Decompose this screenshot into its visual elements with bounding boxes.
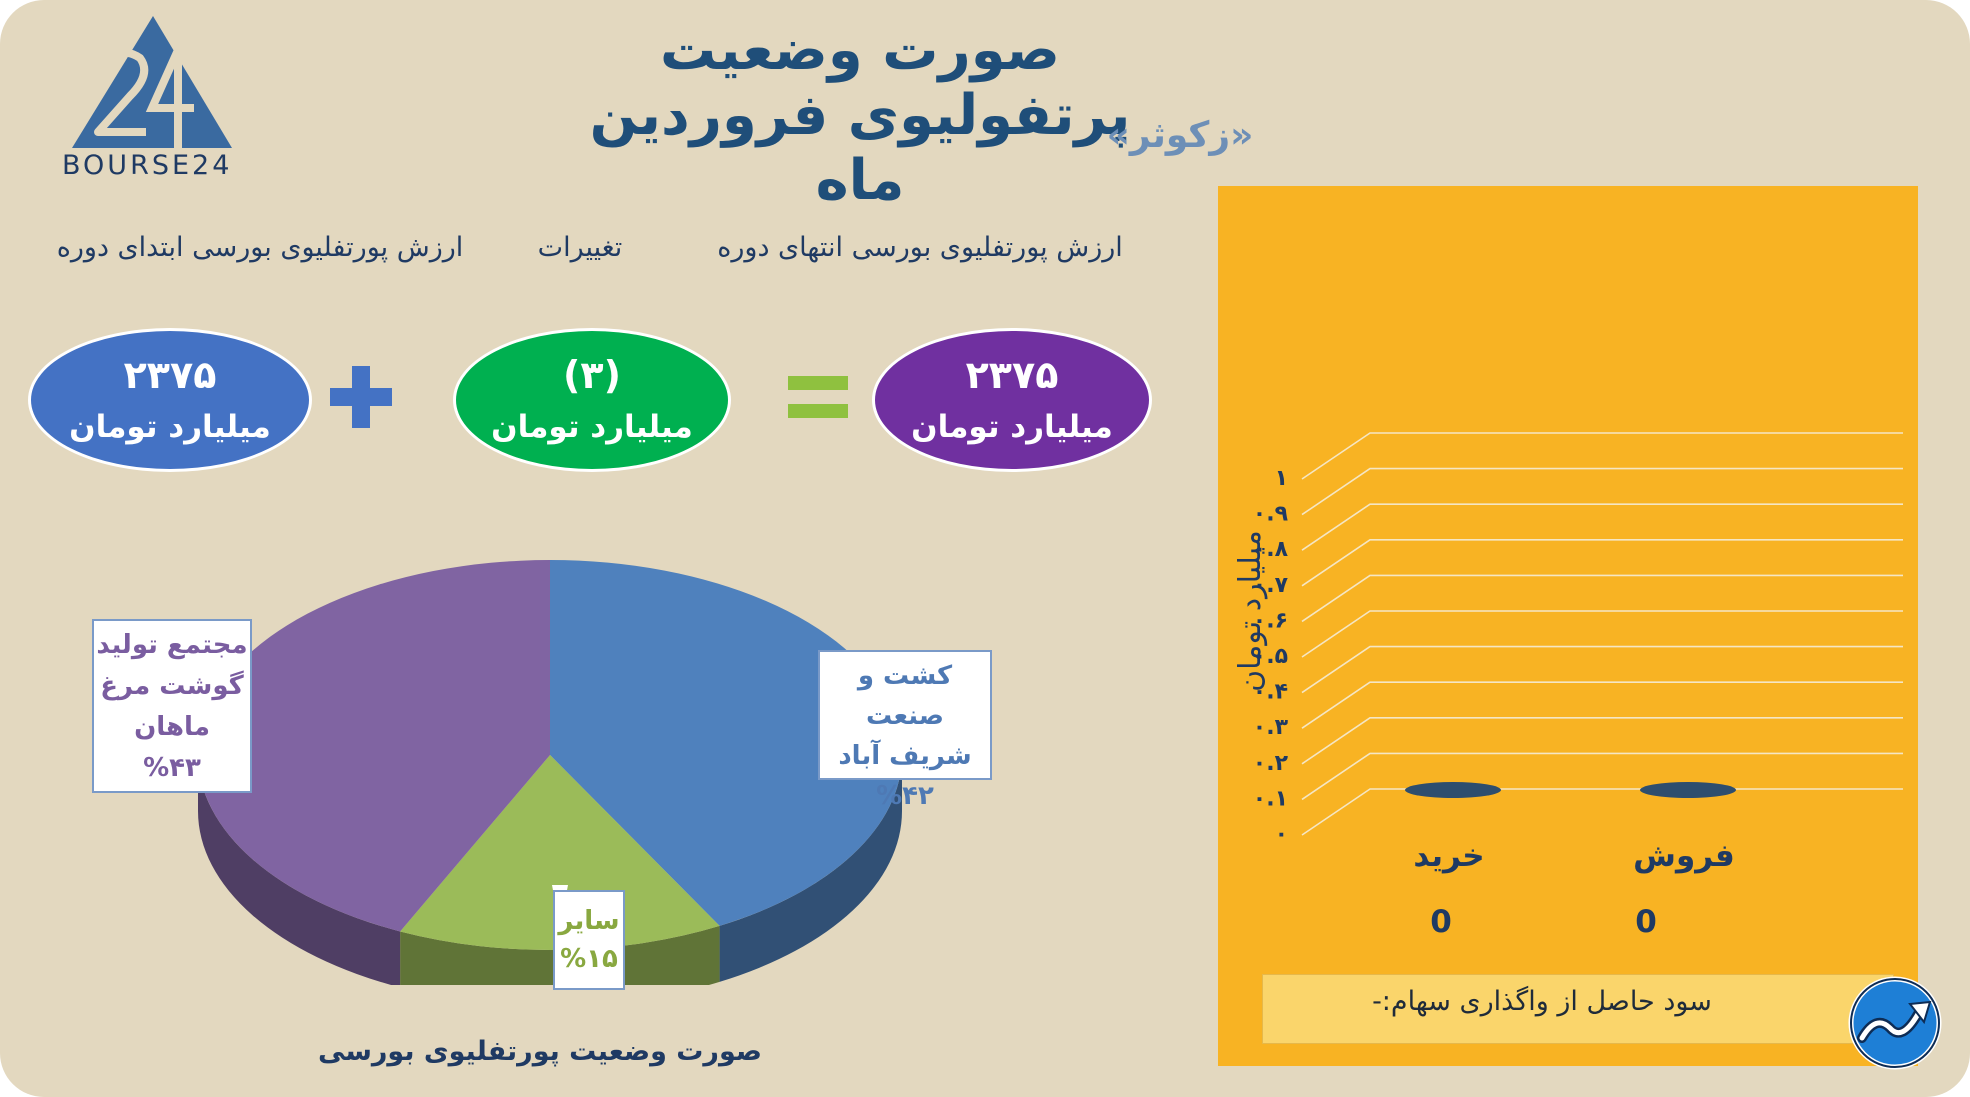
change-value: (۳) <box>563 353 621 397</box>
slice-label-line: گوشت مرغ <box>100 671 244 701</box>
y-tick-label: ۰.۷ <box>1253 573 1289 598</box>
gridline <box>1301 788 1903 836</box>
pie-slice <box>198 560 551 932</box>
page-title: صورت وضعیت پرتفولیوی فروردین ماه <box>589 18 1131 213</box>
y-tick-label: ۰ <box>1275 822 1288 847</box>
gridline <box>1301 610 1903 658</box>
y-tick-label: ۰.۲ <box>1253 751 1289 776</box>
page-subtitle: «زکوثر» <box>1106 115 1254 156</box>
bar <box>1405 782 1501 798</box>
change-unit: میلیارد تومان <box>491 409 693 445</box>
slice-label-mahan: مجتمع تولید گوشت مرغ ماهان %۴۳ <box>92 619 252 793</box>
category-label: خرید <box>1413 838 1484 874</box>
change-heading: تغییرات <box>537 232 623 263</box>
slice-label-line: ماهان <box>134 712 210 742</box>
bar <box>1640 782 1736 798</box>
pie-slice-side <box>719 755 903 982</box>
gridline <box>1301 539 1903 587</box>
y-axis-label: میلیارد تومان <box>1233 530 1268 692</box>
gridline <box>1301 503 1903 551</box>
y-tick-label: ۰.۹ <box>1253 502 1288 527</box>
y-tick-label: ۰.۸ <box>1253 537 1289 562</box>
slice-label-percent: %۴۲ <box>876 781 934 811</box>
profit-label: سود حاصل از واگذاری سهام:- <box>1372 986 1712 1017</box>
profit-box <box>1262 974 1894 1044</box>
y-tick-label: ۰.۴ <box>1253 680 1288 705</box>
pie-slice <box>400 755 720 950</box>
logo-text: BOURSE24 <box>62 150 233 181</box>
gridline <box>1301 717 1903 765</box>
category-label: فروش <box>1633 838 1735 874</box>
end-value-unit: میلیارد تومان <box>911 409 1113 445</box>
trade-bar-chart: ۰ ۰.۱ ۰.۲ ۰.۳ ۰.۴ ۰.۵ ۰.۶ ۰.۷ ۰.۸ ۰.۹ ۱ میلیارد توم… <box>1233 432 1903 940</box>
slice-label-percent: %۱۵ <box>560 944 618 974</box>
pie-slice-side <box>198 755 401 985</box>
trade-bar-panel: ۰ ۰.۱ ۰.۲ ۰.۳ ۰.۴ ۰.۵ ۰.۶ ۰.۷ ۰.۸ ۰.۹ ۱ میلیارد توم… <box>1218 186 1942 1070</box>
slice-label-line: مجتمع تولید <box>96 630 248 660</box>
equals-icon <box>788 376 848 418</box>
slice-label-line: شریف آباد <box>838 741 972 771</box>
end-value-oval: ۲۳۷۵ میلیارد تومان <box>872 328 1152 472</box>
y-tick-label: ۱ <box>1275 466 1288 491</box>
slice-label-line: سایر <box>558 906 620 936</box>
y-tick-label: ۰.۳ <box>1253 715 1289 740</box>
change-oval: (۳) میلیارد تومان <box>453 328 731 472</box>
pie-slice <box>550 560 902 926</box>
slice-label-percent: %۴۳ <box>143 753 201 783</box>
value-label: 0 <box>1635 904 1657 940</box>
start-value-unit: میلیارد تومان <box>69 409 271 445</box>
start-value-oval: ۲۳۷۵ میلیارد تومان <box>28 328 312 472</box>
gridline <box>1301 645 1903 694</box>
gridline <box>1301 574 1903 623</box>
value-label: 0 <box>1430 904 1452 940</box>
end-value: ۲۳۷۵ <box>965 353 1059 397</box>
start-value-heading: ارزش پورتفلیوی بورسی ابتدای دوره <box>56 232 464 263</box>
gridline <box>1301 432 1903 480</box>
trend-icon <box>1848 976 1942 1070</box>
plus-icon <box>330 366 392 428</box>
slice-label-other: سایر %۱۵ <box>553 890 625 990</box>
gridline <box>1301 752 1903 801</box>
slice-label-line: کشت و صنعت <box>857 661 953 731</box>
portfolio-pie-chart <box>198 560 903 985</box>
start-value: ۲۳۷۵ <box>123 353 217 397</box>
pie-caption: صورت وضعیت پورتفلیوی بورسی <box>318 1036 762 1067</box>
gridline <box>1301 681 1903 729</box>
y-tick-label: ۰.۱ <box>1253 786 1288 811</box>
y-tick-label: ۰.۶ <box>1253 608 1288 633</box>
slice-label-sharif: کشت و صنعت شریف آباد %۴۲ <box>818 650 992 811</box>
y-tick-label: ۰.۵ <box>1253 644 1288 669</box>
end-value-heading: ارزش پورتفلیوی بورسی انتهای دوره <box>717 232 1123 263</box>
gridline <box>1301 467 1903 516</box>
bourse24-logo <box>72 16 232 148</box>
